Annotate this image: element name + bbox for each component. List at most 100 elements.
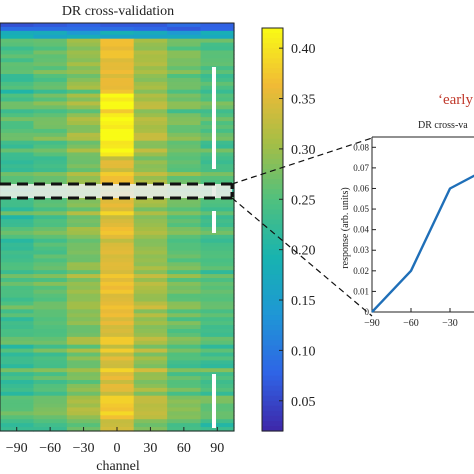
heatmap-cell xyxy=(66,101,101,106)
heatmap-cell xyxy=(167,325,202,330)
heatmap-cell xyxy=(167,42,202,48)
heatmap-cell xyxy=(66,62,101,67)
heatmap-cell xyxy=(167,207,202,212)
heatmap-cell xyxy=(133,203,168,208)
heatmap-cell xyxy=(133,101,168,106)
heatmap-cell xyxy=(66,74,101,79)
heatmap-cell xyxy=(100,38,135,44)
heatmap-cell xyxy=(66,313,101,318)
heatmap-cell xyxy=(100,321,135,326)
heatmap-cell xyxy=(200,313,235,318)
heatmap-cell xyxy=(133,179,168,185)
heatmap-cell xyxy=(0,407,35,412)
heatmap-cell xyxy=(0,42,35,48)
heatmap-cell xyxy=(66,89,101,95)
colorbar-segment xyxy=(262,310,283,316)
heatmap-cell xyxy=(33,274,68,279)
heatmap-cell xyxy=(66,93,101,99)
heatmap-cell xyxy=(133,125,168,130)
colorbar-segment xyxy=(262,68,283,74)
heatmap-cell xyxy=(33,423,68,428)
heatmap-cell xyxy=(0,230,35,236)
heatmap-cell xyxy=(100,203,135,208)
marker-bar-mid-2 xyxy=(212,211,216,233)
heatmap-cell xyxy=(66,301,101,307)
heatmap-cell xyxy=(200,199,235,205)
heatmap-cell xyxy=(133,368,168,373)
heatmap-cell xyxy=(133,356,168,361)
heatmap-cell xyxy=(100,270,135,275)
heatmap-cell xyxy=(133,270,168,275)
heatmap-cell xyxy=(100,262,135,267)
heatmap-cell xyxy=(0,152,35,157)
heatmap-cell xyxy=(66,85,101,91)
heatmap-cell xyxy=(33,411,68,416)
heatmap-cell xyxy=(66,70,101,75)
heatmap-cell xyxy=(167,380,202,385)
heatmap-cell xyxy=(100,285,135,291)
heatmap-x-tick-label: −30 xyxy=(73,441,95,456)
colorbar-segment xyxy=(262,153,283,160)
heatmap-cell xyxy=(133,140,168,146)
heatmap-cell xyxy=(0,250,35,256)
heatmap-cell xyxy=(0,105,35,110)
heatmap-cell xyxy=(133,387,168,393)
heatmap-cell xyxy=(167,234,202,240)
heatmap-cell xyxy=(33,281,68,287)
heatmap-cell xyxy=(100,42,135,48)
heatmap-cell xyxy=(133,230,168,236)
heatmap-cell xyxy=(200,101,235,106)
colorbar-segment xyxy=(262,254,283,261)
heatmap-cell xyxy=(200,132,235,138)
heatmap-cell xyxy=(0,85,35,91)
heatmap-cell xyxy=(200,317,235,322)
heatmap-cell xyxy=(66,242,101,248)
heatmap-cell xyxy=(0,74,35,79)
colorbar-segment xyxy=(262,350,283,357)
heatmap-cell xyxy=(200,89,235,95)
heatmap-cell xyxy=(33,207,68,212)
heatmap-cell xyxy=(0,46,35,52)
colorbar-tick-label: 0.30 xyxy=(291,143,316,158)
heatmap-cell xyxy=(167,305,202,310)
heatmap-cell xyxy=(133,42,168,48)
heatmap-cell xyxy=(0,325,35,330)
heatmap-cell xyxy=(0,262,35,267)
heatmap-cell xyxy=(33,317,68,322)
heatmap-cell xyxy=(33,234,68,240)
heatmap-cell xyxy=(133,407,168,412)
heatmap-cell xyxy=(200,223,235,228)
colorbar-segment xyxy=(262,355,283,362)
heatmap-cell xyxy=(100,66,135,71)
heatmap-cell xyxy=(100,156,135,161)
heatmap-cell xyxy=(200,293,235,299)
heatmap-cell xyxy=(0,380,35,385)
colorbar-segment xyxy=(262,420,283,427)
heatmap-cell xyxy=(133,34,168,40)
heatmap-cell xyxy=(66,30,101,36)
heatmap-cell xyxy=(167,395,202,401)
heatmap-cell xyxy=(133,403,168,409)
heatmap-cell xyxy=(167,77,202,83)
heatmap-cell xyxy=(100,293,135,299)
heatmap-cell xyxy=(200,74,235,79)
heatmap-cell xyxy=(33,113,68,118)
heatmap-cell xyxy=(100,97,135,103)
heatmap-cell xyxy=(66,97,101,103)
inset-x-tick-label: −90 xyxy=(364,318,380,329)
heatmap-cell xyxy=(0,348,35,354)
heatmap-cell xyxy=(100,297,135,303)
heatmap-cell xyxy=(167,368,202,373)
heatmap-cell xyxy=(33,285,68,291)
heatmap-cell xyxy=(167,266,202,271)
colorbar-segment xyxy=(262,395,283,402)
colorbar-segment xyxy=(262,108,283,115)
heatmap-cell xyxy=(66,321,101,326)
heatmap-cell xyxy=(0,242,35,248)
heatmap-cell xyxy=(200,140,235,146)
heatmap-cell xyxy=(66,395,101,401)
heatmap-cell xyxy=(66,168,101,173)
heatmap-cell xyxy=(200,152,235,157)
heatmap-cell xyxy=(66,270,101,275)
heatmap-cell xyxy=(100,81,135,87)
